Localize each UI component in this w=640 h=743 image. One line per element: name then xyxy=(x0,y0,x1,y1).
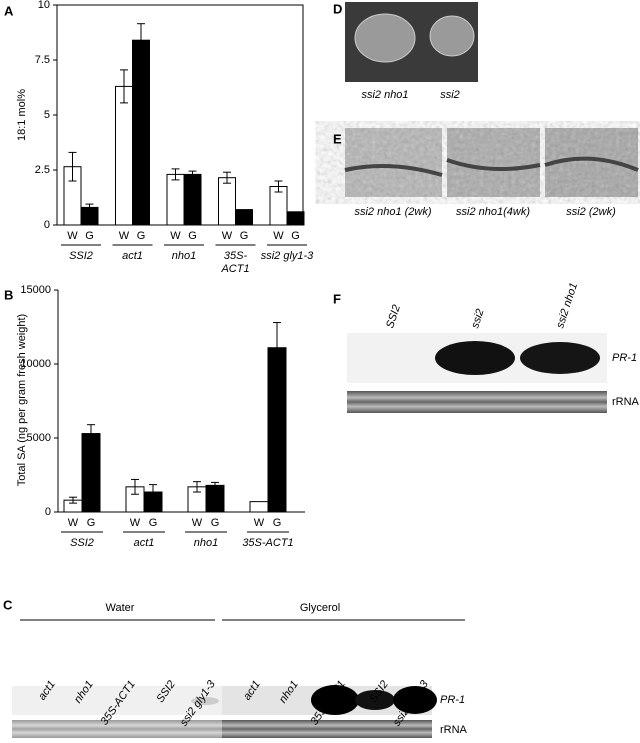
panel-letter: F xyxy=(333,291,341,306)
y-axis-label: Total SA (ng per gram fresh weight) xyxy=(16,314,28,486)
bar xyxy=(132,39,150,226)
y-axis-label: 18:1 mol% xyxy=(16,89,28,141)
blot-c xyxy=(12,619,465,738)
group-label: nho1 xyxy=(172,250,196,262)
group-label: act1 xyxy=(134,537,155,549)
bar xyxy=(81,433,101,513)
group-label: 35S-ACT1 xyxy=(242,537,293,549)
photo-caption: ssi2 (2wk) xyxy=(566,206,616,218)
photo-caption: ssi2 nho1 xyxy=(361,89,408,101)
bar-label: W xyxy=(68,517,79,529)
bar xyxy=(115,85,133,226)
lane-label: SSI2 xyxy=(384,303,403,329)
bar xyxy=(218,177,236,226)
panel-letter: D xyxy=(333,1,342,16)
group-label: 35S-ACT1 xyxy=(220,250,249,275)
bar-label: G xyxy=(149,517,158,529)
y-tick-label: 10 xyxy=(38,0,50,11)
row-label: rRNA xyxy=(440,724,468,736)
panel-letter: C xyxy=(3,597,13,612)
bar-label: G xyxy=(273,517,282,529)
bar xyxy=(166,173,185,226)
bar-label: G xyxy=(291,230,300,242)
bar-label: G xyxy=(188,230,197,242)
lane-label: ssi2 xyxy=(469,308,486,330)
lane-label: ssi2 nho1 xyxy=(554,281,580,329)
y-tick-label: 7.5 xyxy=(35,54,50,66)
bar xyxy=(205,484,225,513)
bar-label: W xyxy=(67,230,78,242)
y-tick-label: 10000 xyxy=(20,358,51,370)
y-tick-label: 0 xyxy=(45,506,51,518)
bar-label: W xyxy=(222,230,233,242)
photo-caption: ssi2 nho1 (2wk) xyxy=(354,206,431,218)
group-label: Glycerol xyxy=(300,602,340,614)
bar-label: W xyxy=(254,517,265,529)
bar xyxy=(235,209,253,226)
bar-label: G xyxy=(240,230,249,242)
bar xyxy=(80,206,99,226)
bar-label: G xyxy=(137,230,146,242)
bar xyxy=(267,347,287,513)
bar-label: G xyxy=(87,517,96,529)
group-label: SSI2 xyxy=(70,537,94,549)
row-label: PR-1 xyxy=(440,694,465,706)
group-label: act1 xyxy=(122,250,143,262)
y-tick-label: 5000 xyxy=(27,432,51,444)
bar xyxy=(183,173,202,226)
y-tick-label: 0 xyxy=(44,219,50,231)
blot-f xyxy=(347,333,607,413)
group-label: nho1 xyxy=(194,537,218,549)
bar xyxy=(286,211,305,226)
y-tick-label: 15000 xyxy=(20,284,51,296)
bar-label: W xyxy=(273,230,284,242)
y-tick-label: 2.5 xyxy=(35,164,50,176)
bar-label: W xyxy=(119,230,130,242)
panel-letter: B xyxy=(4,287,13,302)
panel-letter: E xyxy=(333,131,342,146)
row-label: PR-1 xyxy=(612,352,637,364)
group-label: SSI2 xyxy=(69,250,93,262)
photo-caption: ssi2 nho1(4wk) xyxy=(456,206,530,218)
bar xyxy=(249,501,269,513)
plants xyxy=(354,13,475,63)
bar-label: W xyxy=(130,517,141,529)
y-tick-label: 5 xyxy=(44,109,50,121)
bar-label: G xyxy=(211,517,220,529)
bar xyxy=(143,491,163,513)
panel-letter: A xyxy=(4,3,14,18)
row-label: rRNA xyxy=(612,396,640,408)
bar-label: W xyxy=(170,230,181,242)
photo-e xyxy=(344,128,639,197)
photo-caption: ssi2 xyxy=(440,89,460,101)
group-label: Water xyxy=(106,602,135,614)
group-label: ssi2 gly1-3 xyxy=(261,250,314,262)
bar-label: W xyxy=(192,517,203,529)
bar-label: G xyxy=(85,230,94,242)
